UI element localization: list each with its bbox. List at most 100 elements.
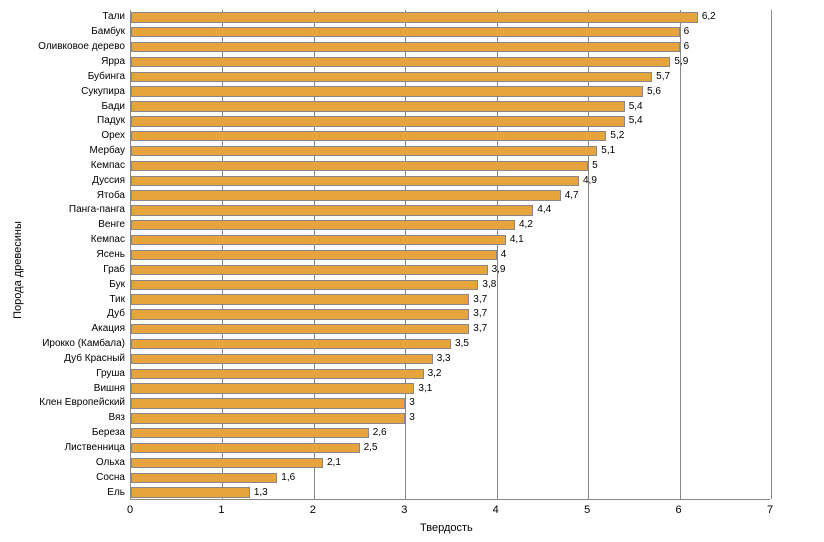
bar-category-label: Кемпас [91, 235, 131, 245]
bar-category-label: Бубинга [88, 72, 131, 82]
bar-value-label: 3,2 [424, 369, 442, 379]
bar-category-label: Груша [96, 369, 131, 379]
bar-value-label: 4,4 [533, 205, 551, 215]
bar-row: Ирокко (Камбала)3,5 [131, 339, 451, 349]
bar [131, 161, 588, 171]
bar-category-label: Оливковое дерево [38, 42, 131, 52]
bar [131, 57, 670, 67]
x-tick: 4 [493, 504, 499, 516]
bar-value-label: 5 [588, 161, 598, 171]
bar-row: Дуб3,7 [131, 309, 469, 319]
bar-row: Дуб Красный3,3 [131, 354, 433, 364]
bar-category-label: Вяз [108, 413, 131, 423]
bar-category-label: Дуб Красный [64, 354, 131, 364]
bar-value-label: 3,3 [433, 354, 451, 364]
bar [131, 101, 625, 111]
bar-value-label: 5,2 [606, 131, 624, 141]
bar-row: Мербау5,1 [131, 146, 597, 156]
bar [131, 354, 433, 364]
bar [131, 42, 680, 52]
bar-row: Сукупира5,6 [131, 86, 643, 96]
bar-value-label: 2,6 [369, 428, 387, 438]
bar-value-label: 5,1 [597, 146, 615, 156]
bar-category-label: Тик [109, 295, 131, 305]
bar-category-label: Граб [103, 265, 131, 275]
bar-row: Бук3,8 [131, 280, 478, 290]
bar [131, 309, 469, 319]
bar-category-label: Ярра [101, 57, 131, 67]
bar-category-label: Бамбук [91, 27, 131, 37]
bar-category-label: Ольха [96, 458, 131, 468]
bar [131, 250, 497, 260]
bar-category-label: Венге [98, 220, 131, 230]
bar-value-label: 5,4 [625, 116, 643, 126]
bar-value-label: 3,7 [469, 309, 487, 319]
bar-value-label: 5,4 [625, 102, 643, 112]
bar-category-label: Акация [91, 324, 131, 334]
bar-value-label: 3 [405, 398, 415, 408]
bar-row: Ярра5,9 [131, 57, 670, 67]
bar-category-label: Ясень [96, 250, 131, 260]
bar-row: Сосна1,6 [131, 473, 277, 483]
gridline [771, 10, 772, 499]
x-axis-title: Твердость [420, 522, 473, 534]
bar [131, 220, 515, 230]
bar-row: Бади5,4 [131, 101, 625, 111]
bar [131, 131, 606, 141]
hardness-chart: Порода древесины Твердость Тали6,2Бамбук… [0, 0, 824, 542]
bar-row: Бубинга5,7 [131, 72, 652, 82]
bar-row: Венге4,2 [131, 220, 515, 230]
bar [131, 458, 323, 468]
bar-row: Тик3,7 [131, 294, 469, 304]
bar-value-label: 3,9 [488, 265, 506, 275]
bar-category-label: Бук [109, 280, 131, 290]
bar-category-label: Ель [107, 488, 131, 498]
x-tick: 6 [676, 504, 682, 516]
bar [131, 413, 405, 423]
bar [131, 235, 506, 245]
bar-category-label: Береза [92, 428, 131, 438]
bar [131, 294, 469, 304]
bar [131, 428, 369, 438]
bar-category-label: Сукупира [81, 87, 131, 97]
bar-row: Вяз3 [131, 413, 405, 423]
bar-value-label: 1,6 [277, 473, 295, 483]
bar-row: Лиственница2,5 [131, 443, 360, 453]
bar-category-label: Сосна [96, 473, 131, 483]
x-tick: 7 [767, 504, 773, 516]
bar-value-label: 3,7 [469, 295, 487, 305]
bar-value-label: 3,7 [469, 324, 487, 334]
bar-value-label: 6 [680, 42, 690, 52]
bar-row: Оливковое дерево6 [131, 42, 680, 52]
bar-category-label: Ирокко (Камбала) [42, 339, 131, 349]
bar-category-label: Бади [101, 102, 131, 112]
bar-category-label: Вишня [94, 384, 131, 394]
bar-category-label: Орех [101, 131, 131, 141]
bar-category-label: Мербау [89, 146, 131, 156]
bar-value-label: 4,7 [561, 191, 579, 201]
bar-category-label: Тали [102, 12, 131, 22]
bar-value-label: 2,1 [323, 458, 341, 468]
bar [131, 280, 478, 290]
bar-value-label: 4,1 [506, 235, 524, 245]
bar [131, 339, 451, 349]
bar [131, 398, 405, 408]
bar-row: Бамбук6 [131, 27, 680, 37]
bar-value-label: 5,6 [643, 87, 661, 97]
bar-row: Кемпас4,1 [131, 235, 506, 245]
bar [131, 383, 414, 393]
bar [131, 443, 360, 453]
bar-category-label: Ятоба [97, 191, 131, 201]
bar-row: Кемпас5 [131, 161, 588, 171]
gridline [588, 10, 589, 499]
bar-category-label: Клен Европейский [39, 398, 131, 408]
bar-row: Граб3,9 [131, 265, 488, 275]
bar-category-label: Панга-панга [69, 205, 131, 215]
bar [131, 86, 643, 96]
bar-value-label: 3,8 [478, 280, 496, 290]
bar [131, 205, 533, 215]
bar-value-label: 6,2 [698, 12, 716, 22]
bar-value-label: 3,5 [451, 339, 469, 349]
bar [131, 27, 680, 37]
bar-value-label: 3 [405, 413, 415, 423]
